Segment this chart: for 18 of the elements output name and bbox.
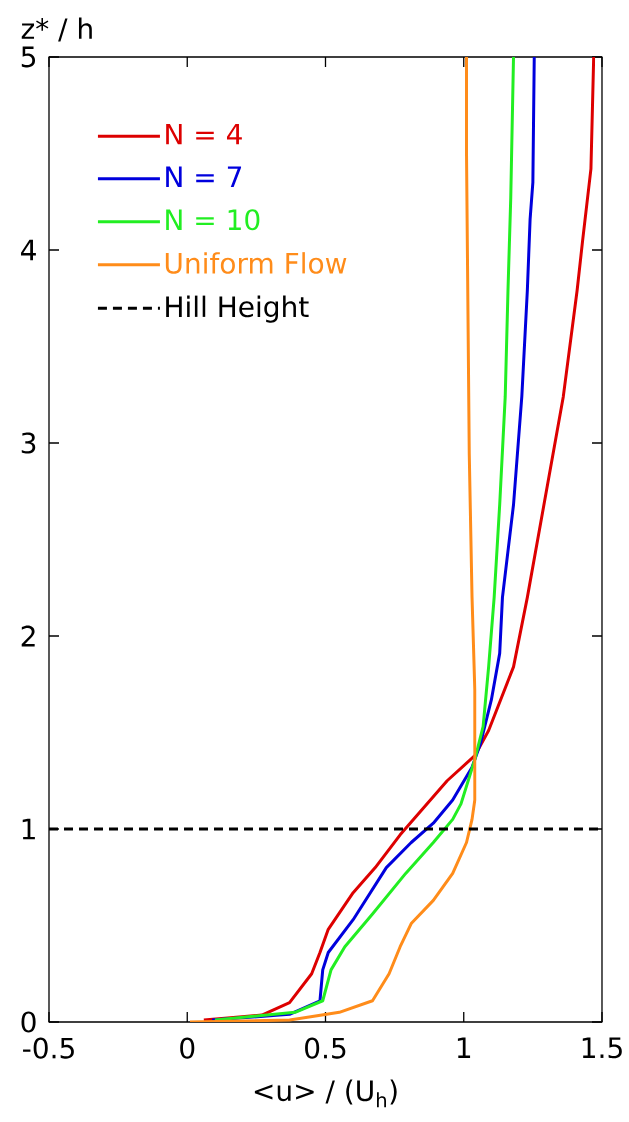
legend-label: Uniform Flow <box>165 252 347 274</box>
x-tick-label: -0.5 <box>23 1037 74 1059</box>
x-tick-label: 0.5 <box>305 1037 346 1059</box>
y-tick-label: 1 <box>22 818 35 840</box>
x-axis-title: <u> / (U$_{h}$) <box>254 1079 397 1108</box>
x-tick-label: 1 <box>457 1037 471 1058</box>
legend-label: N = 7 <box>166 166 242 187</box>
y-tick-label: 0 <box>21 1011 36 1033</box>
y-tick-label: 4 <box>21 239 36 261</box>
legend-label: N = 10 <box>166 209 260 231</box>
y-tick-label: 2 <box>21 625 35 647</box>
y-axis-title: z* / h <box>21 17 92 42</box>
x-tick-label: 0 <box>180 1037 195 1059</box>
y-tick-label: 5 <box>21 46 36 68</box>
legend-label: Hill Height <box>166 295 309 323</box>
x-tick-label: 1.5 <box>582 1037 622 1059</box>
legend-label: N = 4 <box>166 123 242 145</box>
y-tick-label: 3 <box>21 432 36 454</box>
